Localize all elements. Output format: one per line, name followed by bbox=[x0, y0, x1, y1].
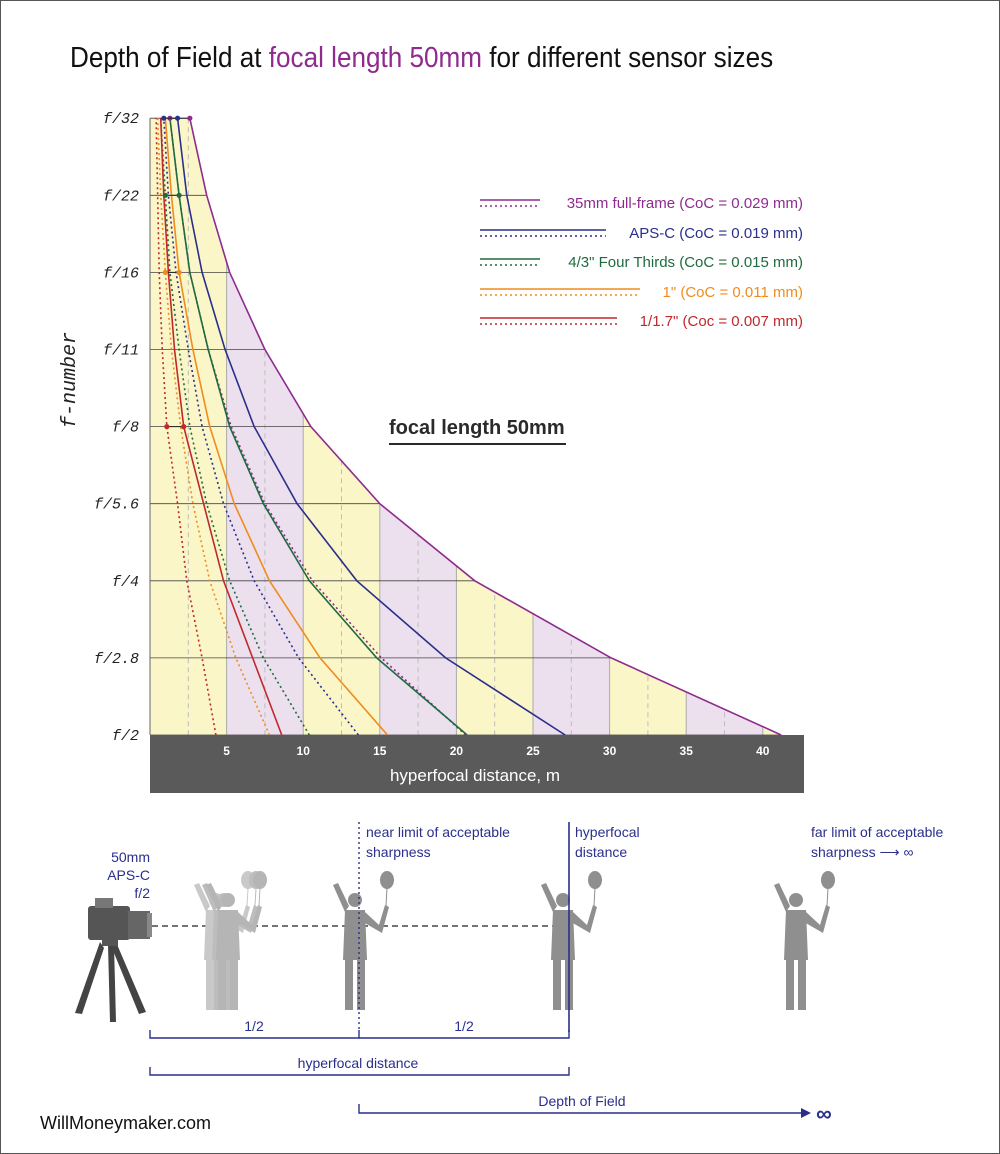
y-tick-0: f/2 bbox=[112, 728, 139, 745]
chart-series bbox=[155, 115, 782, 736]
tripod-leg-right bbox=[112, 942, 146, 1014]
x-tick-7: 40 bbox=[756, 744, 770, 758]
y-tick-8: f/32 bbox=[103, 111, 139, 128]
person-hyperfocal-figure bbox=[541, 871, 602, 1010]
y-tick-5: f/11 bbox=[103, 343, 139, 360]
y-tick-3: f/5.6 bbox=[94, 497, 139, 514]
hyperfocal-dot-2 bbox=[176, 192, 182, 198]
half-right-bracket bbox=[359, 1030, 570, 1039]
near-dot-2 bbox=[162, 192, 168, 198]
infinity-symbol: ∞ bbox=[816, 1101, 832, 1126]
near-dot-1 bbox=[161, 115, 167, 121]
focal-length-annotation: focal length 50mm bbox=[389, 417, 565, 439]
half-right-label: 1/2 bbox=[454, 1018, 474, 1034]
legend-label-2: 4/3" Four Thirds (CoC = 0.015 mm) bbox=[568, 254, 803, 271]
dof-arrow-line bbox=[358, 1104, 805, 1114]
legend-label-0: 35mm full-frame (CoC = 0.029 mm) bbox=[567, 195, 803, 212]
y-tick-4: f/8 bbox=[112, 420, 139, 437]
x-tick-6: 35 bbox=[680, 744, 694, 758]
near-dot-4 bbox=[164, 424, 170, 430]
series-near-2 bbox=[159, 118, 311, 736]
chart-title: Depth of Field at focal length 50mm for … bbox=[70, 42, 773, 75]
legend-label-3: 1" (CoC = 0.011 mm) bbox=[662, 284, 803, 301]
hyperfocal-label-1: distance bbox=[575, 844, 627, 860]
half-left-label: 1/2 bbox=[244, 1018, 264, 1034]
far-label-1: sharpness ⟶ ∞ bbox=[811, 844, 913, 860]
camera-label-1: APS-C bbox=[107, 867, 150, 883]
x-axis-label: hyperfocal distance, m bbox=[390, 766, 560, 785]
far-label-0: far limit of acceptable bbox=[811, 824, 943, 840]
person-near-limit-figure bbox=[333, 871, 394, 1010]
hyperfocal-dot-3 bbox=[176, 269, 182, 275]
person-left-figure bbox=[194, 871, 267, 1010]
series-hyperfocal-0 bbox=[189, 118, 782, 736]
legend-label-4: 1/1.7" (Coc = 0.007 mm) bbox=[640, 313, 803, 330]
y-tick-1: f/2.8 bbox=[94, 651, 139, 668]
title-highlight: focal length 50mm bbox=[268, 42, 483, 74]
tripod-leg-middle bbox=[108, 945, 116, 1022]
camera-top bbox=[95, 898, 113, 908]
tripod-leg-left bbox=[75, 942, 104, 1014]
chart-axes: f/2 f/2.8 f/4 f/5.6 f/8 f/11 f/16 f/22 f/32 f-num… bbox=[59, 111, 804, 793]
hyperfocal-dot-0 bbox=[187, 115, 193, 121]
footer-credit: WillMoneymaker.com bbox=[40, 1113, 212, 1133]
y-tick-6: f/16 bbox=[103, 265, 139, 282]
x-tick-4: 25 bbox=[526, 744, 540, 758]
series-hyperfocal-3 bbox=[164, 118, 389, 736]
x-axis-bar bbox=[150, 735, 804, 793]
camera-label-0: 50mm bbox=[111, 849, 150, 865]
x-tick-2: 15 bbox=[373, 744, 387, 758]
hyperfocal-dot-4 bbox=[181, 424, 187, 430]
half-left-bracket bbox=[149, 1030, 360, 1039]
hyperfocal-span-bracket bbox=[149, 1067, 570, 1076]
title-suffix: for different sensor sizes bbox=[482, 42, 774, 74]
y-tick-2: f/4 bbox=[112, 574, 139, 591]
hyperfocal-dot-1 bbox=[174, 115, 181, 121]
y-axis-label: f-number bbox=[59, 332, 82, 428]
series-hyperfocal-1 bbox=[176, 118, 566, 736]
x-tick-5: 30 bbox=[603, 744, 617, 758]
camera-body bbox=[88, 906, 130, 940]
hyperfocal-span-label: hyperfocal distance bbox=[298, 1055, 419, 1071]
dof-arrow-head bbox=[801, 1108, 811, 1118]
y-tick-7: f/22 bbox=[103, 188, 139, 205]
camera-label-2: f/2 bbox=[134, 885, 150, 901]
dof-label: Depth of Field bbox=[538, 1093, 625, 1109]
hyperfocal-diagram: 50mm APS-C f/2 near limit of acceptable shar… bbox=[75, 822, 943, 1126]
legend-label-1: APS-C (CoC = 0.019 mm) bbox=[629, 225, 803, 242]
camera-icon bbox=[75, 898, 152, 1022]
x-tick-0: 5 bbox=[223, 744, 230, 758]
x-tick-1: 10 bbox=[297, 744, 311, 758]
chart-legend: 35mm full-frame (CoC = 0.029 mm) APS-C (C… bbox=[480, 195, 803, 330]
near-label-1: sharpness bbox=[366, 844, 431, 860]
camera-lens bbox=[128, 911, 150, 939]
near-dot-3 bbox=[162, 269, 168, 275]
x-tick-3: 20 bbox=[450, 744, 464, 758]
series-hyperfocal-2 bbox=[169, 118, 468, 736]
near-label-0: near limit of acceptable bbox=[366, 824, 510, 840]
lens-front bbox=[147, 913, 152, 937]
person-far-figure bbox=[774, 871, 835, 1010]
hyperfocal-label-0: hyperfocal bbox=[575, 824, 640, 840]
series-near-3 bbox=[156, 118, 271, 736]
title-prefix: Depth of Field at bbox=[70, 42, 269, 74]
